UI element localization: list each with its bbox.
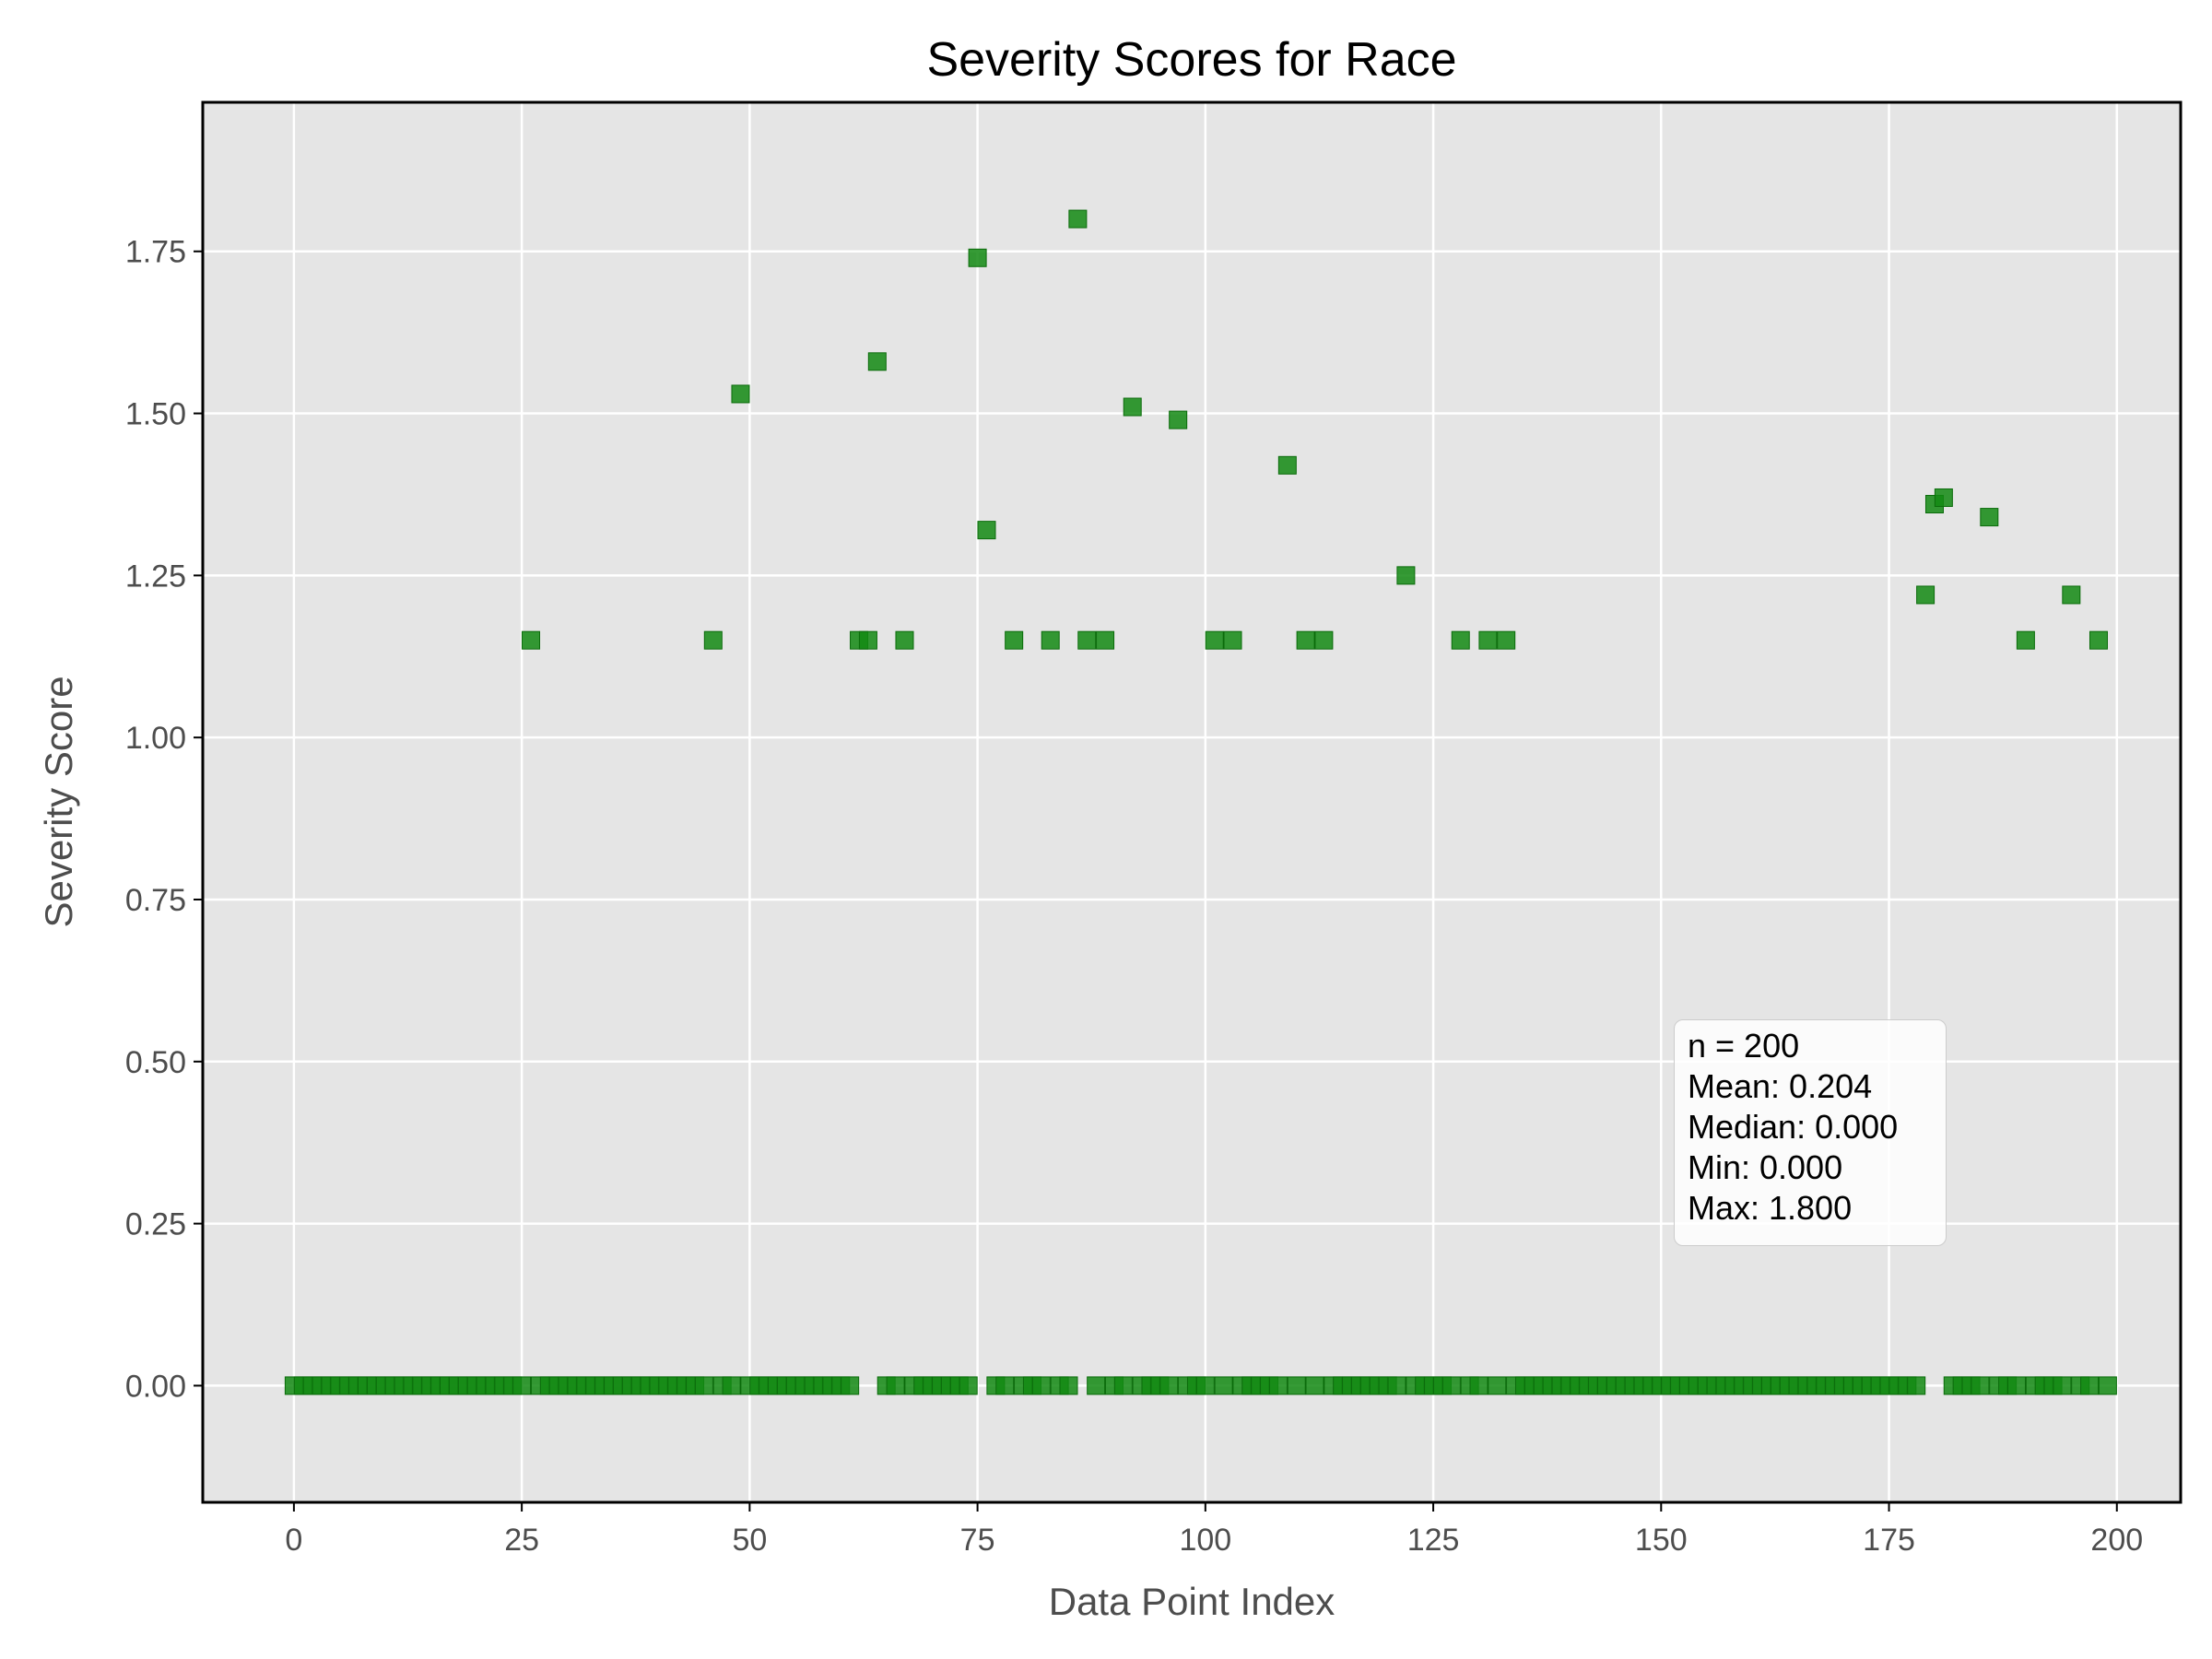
y-tick-label: 1.75 <box>125 235 186 270</box>
data-point <box>968 248 987 267</box>
data-point <box>1907 1376 1926 1395</box>
x-tick-label: 0 <box>285 1523 302 1558</box>
data-point <box>1488 1376 1507 1395</box>
stats-count: n = 200 <box>1688 1027 1800 1065</box>
x-tick-label: 125 <box>1407 1523 1460 1558</box>
data-point <box>1478 630 1498 650</box>
data-point <box>1934 488 1953 507</box>
data-point <box>1916 585 1936 605</box>
data-point <box>1287 1376 1306 1395</box>
y-tick-label: 0.50 <box>125 1045 186 1080</box>
y-tick-label: 0.75 <box>125 883 186 918</box>
x-tick-label: 50 <box>732 1523 767 1558</box>
data-point <box>1169 410 1188 429</box>
chart-title: Severity Scores for Race <box>926 33 1456 87</box>
data-point <box>858 630 877 650</box>
data-point <box>1296 630 1315 650</box>
data-point <box>995 1376 1015 1395</box>
grid <box>203 102 2181 1502</box>
data-point <box>841 1376 860 1395</box>
data-point <box>1031 1376 1051 1395</box>
data-point <box>2006 1376 2026 1395</box>
x-tick-label: 25 <box>504 1523 539 1558</box>
data-point <box>694 1376 713 1395</box>
y-tick-label: 1.50 <box>125 397 186 432</box>
x-tick-label: 100 <box>1179 1523 1231 1558</box>
data-point <box>1059 1376 1078 1395</box>
data-point <box>1041 630 1060 650</box>
x-tick-label: 75 <box>960 1523 995 1558</box>
data-point <box>1214 1376 1233 1395</box>
data-point <box>1314 630 1334 650</box>
data-point <box>1451 630 1470 650</box>
y-tick-label: 1.00 <box>125 721 186 756</box>
y-tick-label: 0.25 <box>125 1207 186 1242</box>
data-point <box>1087 1376 1106 1395</box>
plot-area <box>203 102 2181 1502</box>
x-axis-ticks: 0 25 50 75 100 125 150 175 200 <box>285 1502 2143 1558</box>
stats-mean: Mean: 0.204 <box>1688 1067 1873 1105</box>
data-point <box>1113 1376 1133 1395</box>
data-points <box>284 209 2117 1395</box>
data-point <box>1123 397 1142 417</box>
data-point <box>886 1376 905 1395</box>
data-point <box>1305 1376 1324 1395</box>
data-point <box>703 630 723 650</box>
data-point <box>1205 630 1224 650</box>
y-axis-ticks: 0.00 0.25 0.50 0.75 1.00 1.25 1.50 1.75 <box>125 235 203 1404</box>
x-axis-label: Data Point Index <box>1049 1580 1335 1623</box>
data-point <box>2088 630 2108 650</box>
data-point <box>895 630 914 650</box>
stats-box: n = 200 Mean: 0.204 Median: 0.000 Min: 0… <box>1674 1019 1947 1246</box>
data-point <box>1469 1376 1488 1395</box>
data-point <box>1195 1376 1215 1395</box>
y-axis-label: Severity Score <box>37 676 80 927</box>
data-point <box>1396 566 1416 585</box>
data-point <box>1068 209 1088 229</box>
data-point <box>722 1376 741 1395</box>
y-tick-label: 0.00 <box>125 1369 186 1404</box>
x-tick-label: 200 <box>2090 1523 2143 1558</box>
data-point <box>867 352 887 371</box>
data-point <box>1005 630 1024 650</box>
data-point <box>1971 1376 1990 1395</box>
data-point <box>1980 508 1999 527</box>
data-point <box>2080 1376 2100 1395</box>
data-point <box>1277 455 1297 475</box>
stats-min: Min: 0.000 <box>1688 1148 1843 1186</box>
data-point <box>1497 630 1516 650</box>
data-point <box>1223 630 1242 650</box>
data-point <box>1077 630 1097 650</box>
data-point <box>2016 630 2035 650</box>
plot-frame <box>201 100 2183 1504</box>
data-point <box>2098 1376 2117 1395</box>
data-point <box>1268 1376 1288 1395</box>
data-point <box>2062 585 2081 605</box>
x-tick-label: 175 <box>1863 1523 1915 1558</box>
stats-max: Max: 1.800 <box>1688 1189 1853 1227</box>
y-tick-label: 1.25 <box>125 559 186 594</box>
x-tick-label: 150 <box>1635 1523 1688 1558</box>
data-point <box>1387 1376 1406 1395</box>
data-point <box>1159 1376 1179 1395</box>
data-point <box>512 1376 532 1395</box>
data-point <box>959 1376 978 1395</box>
stats-median: Median: 0.000 <box>1688 1108 1899 1146</box>
data-point <box>1441 1376 1461 1395</box>
data-point <box>2053 1376 2072 1395</box>
data-point <box>1096 630 1115 650</box>
data-point <box>522 630 541 650</box>
data-point <box>731 384 750 404</box>
data-point <box>977 521 996 540</box>
